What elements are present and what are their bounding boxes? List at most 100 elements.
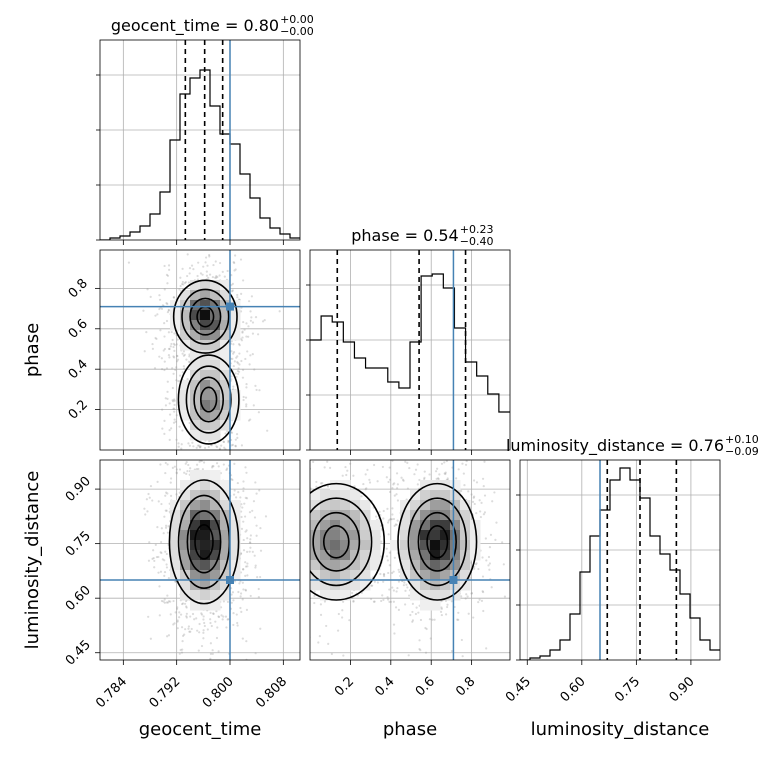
density-cell [180,390,191,401]
sample-point [172,356,176,359]
sample-point [478,598,481,601]
density-cell [360,550,371,561]
density-cell [340,560,351,571]
sample-point [466,595,469,598]
density-cell [340,520,351,531]
sample-point [142,309,145,312]
sample-point [202,265,205,268]
sample-point [241,506,244,509]
sample-point [175,472,178,475]
sample-point [402,479,405,482]
sample-point [167,331,171,334]
sample-point [482,513,486,516]
sample-point [162,600,165,603]
sample-point [307,594,309,596]
sample-point [172,296,175,299]
sample-point [178,374,182,377]
sample-point [202,461,206,464]
sample-point [297,523,299,525]
sample-point [173,418,176,421]
sample-point [379,555,383,558]
sample-point [153,566,156,569]
axis-label-x-geocent_time: geocent_time [139,719,262,740]
sample-point [198,460,201,463]
sample-point [195,467,198,471]
sample-point [240,292,243,295]
sample-point [248,363,251,366]
density-cell [210,380,221,391]
sample-point [241,331,244,334]
sample-point [217,615,221,619]
panel-plot-area [310,250,510,450]
sample-point [293,521,295,523]
sample-point [248,511,252,514]
sample-point [289,611,291,613]
sample-point [236,293,239,297]
sample-point [168,347,171,351]
density-cell [210,290,221,301]
tick-label-y: 0.75 [63,528,94,559]
sample-point [143,350,146,353]
sample-point [382,517,385,520]
sample-point [469,561,473,564]
sample-point [160,599,164,603]
sample-point [255,524,258,527]
density-cell [430,550,441,561]
density-cell [450,580,461,591]
sample-point [170,342,173,346]
sample-point [149,295,152,299]
sample-point [279,472,281,474]
sample-point [175,343,178,346]
sample-point [147,615,150,618]
sample-point [234,268,237,271]
sample-point [246,537,249,540]
density-cell [170,530,181,541]
sample-point [171,367,174,370]
density-cell [470,540,481,551]
sample-point [203,624,206,628]
sample-point [440,606,443,609]
sample-point [171,386,174,390]
sample-point [185,616,188,619]
contour-level [407,497,467,587]
sample-point [465,593,468,596]
sample-point [284,590,286,592]
sample-point [180,626,184,629]
sample-point [247,300,251,303]
sample-point [305,514,307,516]
sample-point [160,357,163,360]
density-cell [210,500,221,511]
density-cell [190,360,201,371]
sample-point [305,606,307,608]
sample-point [230,378,233,381]
sample-point [307,575,309,577]
density-cell [210,420,221,431]
sample-point [186,253,189,256]
sample-point [236,361,239,364]
density-cell [370,560,381,571]
sample-point [307,579,309,581]
sample-point [172,400,175,403]
sample-point [330,652,333,656]
sample-point [249,594,252,598]
sample-point [301,602,303,604]
sample-point [306,554,308,556]
sample-point [175,607,179,610]
density-cell [440,540,451,551]
sample-point [259,526,262,530]
density-cell [220,580,231,591]
sample-point [366,468,369,471]
density-cell [430,510,441,521]
sample-point [235,375,238,379]
density-cell [220,540,231,551]
sample-point [173,403,176,407]
sample-point [238,352,241,355]
tick-label-y: 0.6 [66,317,91,342]
sample-point [394,523,397,526]
sample-point [164,397,167,400]
sample-point [289,532,291,534]
density-cell [230,540,241,551]
density-cell [210,430,221,441]
panel-luminosity_distance-vs-phase: 0.2 0.4 0.6 0.8 [279,459,511,699]
sample-point [381,594,384,597]
